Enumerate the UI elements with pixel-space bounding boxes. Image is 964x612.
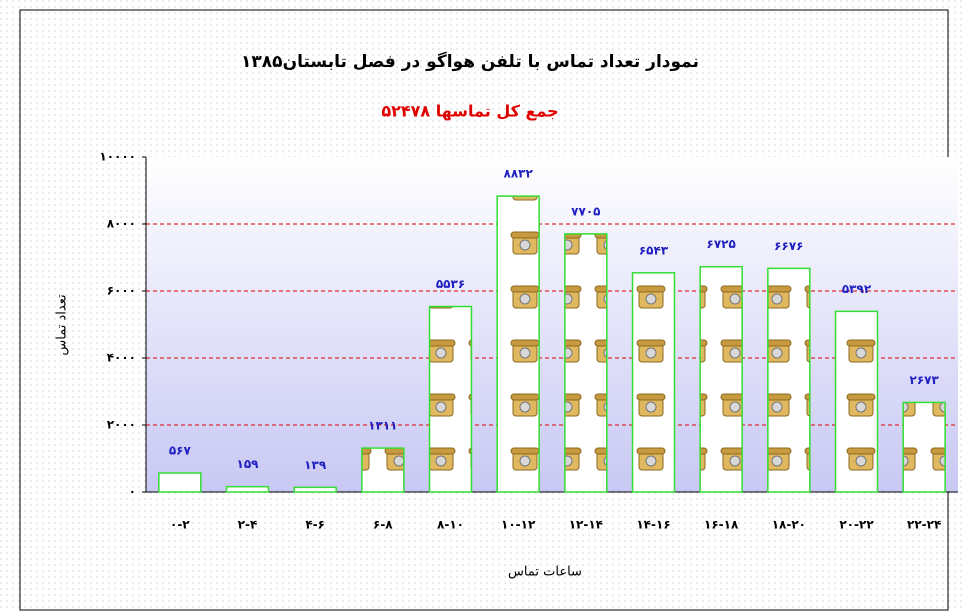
x-tick-label: ۱۰-۱۲ bbox=[501, 518, 536, 532]
y-tick-label: ۲۰۰۰ bbox=[107, 418, 136, 432]
x-tick-label: ۰-۲ bbox=[170, 518, 190, 532]
bar bbox=[768, 268, 810, 492]
value-label: ۱۳۱۱ bbox=[368, 419, 397, 433]
value-label: ۵۶۷ bbox=[169, 444, 192, 458]
value-label: ۲۶۷۳ bbox=[910, 373, 940, 387]
value-label: ۸۸۳۲ bbox=[504, 167, 534, 181]
value-label: ۷۷۰۵ bbox=[571, 204, 600, 218]
x-tick-label: ۴-۶ bbox=[305, 518, 325, 532]
y-axis-label: تعداد تماس bbox=[55, 294, 70, 356]
value-label: ۱۳۹ bbox=[304, 458, 327, 472]
value-label: ۶۷۲۵ bbox=[707, 237, 736, 251]
bar bbox=[227, 487, 269, 492]
bar bbox=[903, 402, 945, 492]
value-label: ۶۵۴۳ bbox=[639, 243, 669, 257]
y-tick-label: ۰ bbox=[129, 485, 136, 499]
x-tick-label: ۲۲-۲۴ bbox=[907, 518, 941, 532]
bar bbox=[700, 267, 742, 492]
bar bbox=[633, 273, 675, 492]
value-label: ۵۳۹۲ bbox=[842, 282, 872, 296]
x-tick-label: ۱۸-۲۰ bbox=[772, 518, 806, 532]
bar bbox=[836, 311, 878, 492]
bar bbox=[362, 448, 404, 492]
value-label: ۱۵۹ bbox=[237, 457, 260, 471]
chart: نمودار تعداد تماس با تلفن هواگو در فصل ت… bbox=[0, 0, 964, 612]
y-tick-label: ۸۰۰۰ bbox=[107, 217, 136, 231]
bar bbox=[497, 196, 539, 492]
chart-title: نمودار تعداد تماس با تلفن هواگو در فصل ت… bbox=[241, 51, 699, 72]
x-tick-label: ۱۶-۱۸ bbox=[704, 518, 739, 532]
bar bbox=[294, 487, 336, 492]
value-label: ۵۵۳۶ bbox=[436, 277, 465, 291]
x-tick-label: ۱۴-۱۶ bbox=[636, 518, 670, 532]
x-axis-label: ساعات تماس bbox=[508, 565, 582, 580]
bar bbox=[159, 473, 201, 492]
x-tick-label: ۶-۸ bbox=[373, 518, 393, 532]
chart-subtitle: جمع کل تماسها ۵۲۴۷۸ bbox=[381, 102, 558, 121]
y-tick-label: ۴۰۰۰ bbox=[107, 351, 136, 365]
x-tick-label: ۸-۱۰ bbox=[437, 518, 464, 532]
y-tick-label: ۶۰۰۰ bbox=[107, 284, 136, 298]
bar bbox=[430, 307, 472, 492]
x-tick-label: ۲-۴ bbox=[238, 518, 258, 532]
y-tick-label: ۱۰۰۰۰ bbox=[99, 150, 136, 164]
value-label: ۶۶۷۶ bbox=[774, 239, 803, 253]
x-tick-label: ۱۲-۱۴ bbox=[569, 518, 603, 532]
bar bbox=[565, 234, 607, 492]
x-tick-label: ۲۰-۲۲ bbox=[839, 518, 874, 532]
